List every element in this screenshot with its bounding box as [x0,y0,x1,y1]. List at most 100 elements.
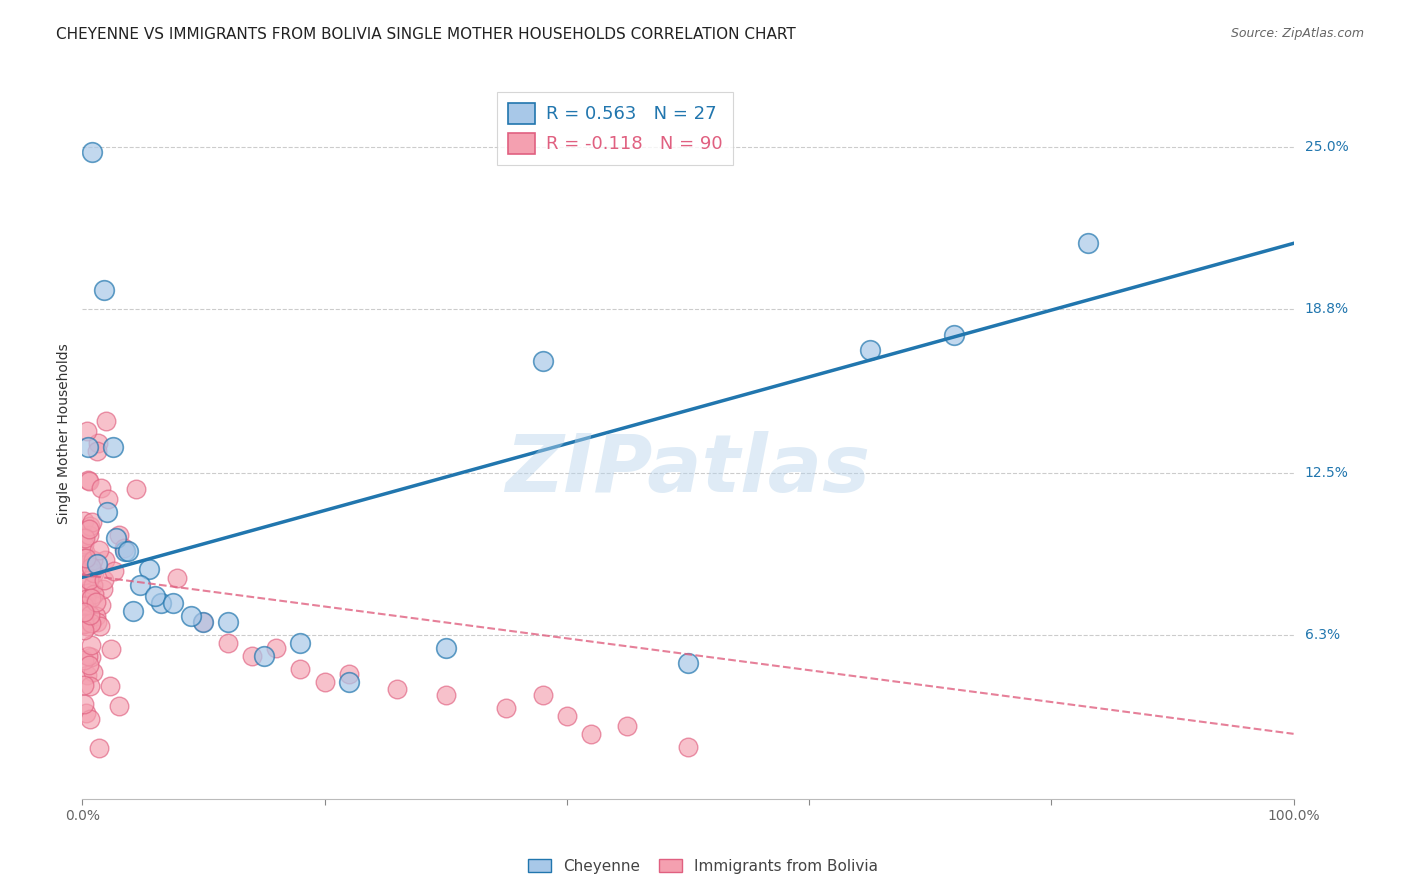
Point [314,674,336,689]
Point [76,586,98,600]
Point [87,436,110,450]
Y-axis label: Single Mother Households: Single Mother Households [58,343,72,524]
Point [105,531,128,545]
Point [290,662,312,676]
Point [82,665,104,679]
Point [434,640,457,655]
Point [138,562,160,576]
Point [76,619,98,633]
Point [77,582,100,596]
Point [264,640,287,655]
Point [82,553,104,567]
Point [72,678,94,692]
Point [73,605,96,619]
Point [87,740,110,755]
Point [73,697,96,711]
Point [77,522,100,536]
Point [75,531,97,545]
Point [90,599,112,613]
Point [79,608,101,623]
Point [80,560,103,574]
Point [94,553,117,567]
Point [387,682,409,697]
Point [240,648,263,663]
Point [73,606,96,620]
Point [82,578,104,592]
Point [90,481,112,495]
Point [73,605,96,619]
Point [86,615,108,629]
Point [100,641,122,656]
Point [91,582,114,597]
Point [84,595,107,609]
Point [114,544,136,558]
Point [107,527,129,541]
Point [193,615,215,629]
Point [72,653,94,667]
Legend: Cheyenne, Immigrants from Bolivia: Cheyenne, Immigrants from Bolivia [522,853,884,880]
Point [122,604,145,618]
Point [72,616,94,631]
Point [531,353,554,368]
Point [103,565,125,579]
Text: 25.0%: 25.0% [1305,140,1348,153]
Point [676,657,699,671]
Point [77,658,100,673]
Point [337,666,360,681]
Point [76,668,98,682]
Point [75,544,97,558]
Point [290,635,312,649]
Point [83,587,105,601]
Point [72,624,94,638]
Point [83,566,105,581]
Point [114,541,136,555]
Point [72,537,94,551]
Point [579,727,602,741]
Point [79,474,101,488]
Point [859,343,882,358]
Text: Source: ZipAtlas.com: Source: ZipAtlas.com [1230,27,1364,40]
Point [1077,236,1099,251]
Point [125,482,148,496]
Point [93,573,115,587]
Point [107,698,129,713]
Point [76,473,98,487]
Point [86,558,108,572]
Point [76,556,98,570]
Point [72,567,94,582]
Point [117,544,139,558]
Point [77,528,100,542]
Point [96,491,118,506]
Point [193,615,215,629]
Point [89,618,111,632]
Point [77,573,100,587]
Text: ZIPatlas: ZIPatlas [505,432,870,509]
Point [434,688,457,702]
Point [531,688,554,702]
Point [150,596,173,610]
Point [79,712,101,726]
Text: 18.8%: 18.8% [1305,301,1348,316]
Point [337,674,360,689]
Point [87,542,110,557]
Point [79,518,101,533]
Point [495,700,517,714]
Point [75,598,97,612]
Point [86,444,108,458]
Point [73,551,96,566]
Point [80,591,103,606]
Point [129,578,152,592]
Point [72,529,94,543]
Text: CHEYENNE VS IMMIGRANTS FROM BOLIVIA SINGLE MOTHER HOUSEHOLDS CORRELATION CHART: CHEYENNE VS IMMIGRANTS FROM BOLIVIA SING… [56,27,796,42]
Legend: R = 0.563   N = 27, R = -0.118   N = 90: R = 0.563 N = 27, R = -0.118 N = 90 [498,92,734,164]
Point [93,283,115,297]
Point [75,591,97,606]
Point [96,505,118,519]
Point [80,649,103,664]
Text: 6.3%: 6.3% [1305,628,1340,641]
Point [80,565,103,579]
Point [180,609,202,624]
Point [77,648,100,663]
Point [82,515,104,529]
Point [80,145,103,159]
